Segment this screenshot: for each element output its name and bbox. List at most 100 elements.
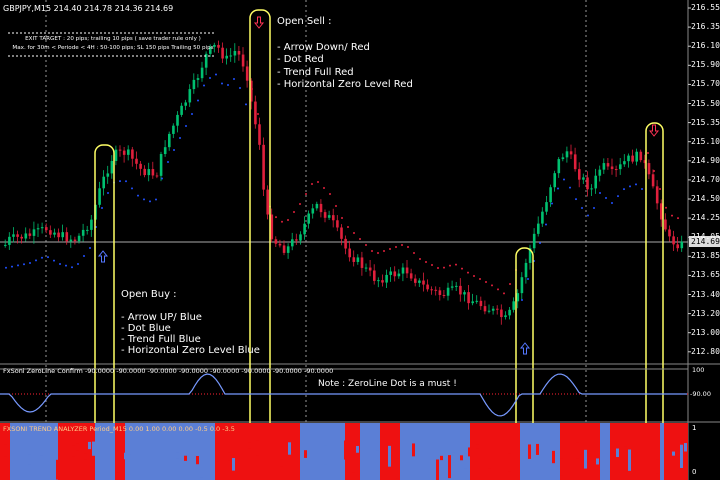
candle-body xyxy=(405,267,409,274)
dot-red xyxy=(491,284,493,287)
trend-bar xyxy=(596,458,599,465)
trend-values: -0.5 0.0 -3.5 xyxy=(195,425,235,433)
candle-body xyxy=(245,66,249,81)
candle-body xyxy=(487,310,491,312)
dot-blue xyxy=(179,137,181,139)
candle-body xyxy=(635,151,638,162)
dot-red xyxy=(659,188,661,190)
candle-body xyxy=(623,161,626,165)
dot-red xyxy=(479,278,481,280)
price-axis-label: 216.55 xyxy=(691,3,720,12)
trend-bar xyxy=(200,456,203,478)
candle-body xyxy=(12,234,15,237)
candle-body xyxy=(434,289,438,291)
dot-blue xyxy=(161,177,163,180)
price-axis[interactable]: 216.55 216.35 216.10 215.90 215.70 215.50 215.… xyxy=(691,0,720,364)
candle-body xyxy=(348,248,351,258)
candle-body xyxy=(344,238,347,249)
trend-bar xyxy=(528,444,531,459)
dot-red xyxy=(329,193,331,195)
open-buy-item: - Trend Full Blue xyxy=(121,334,201,345)
candle-body xyxy=(385,274,388,283)
candle-body xyxy=(397,273,401,277)
open-sell-item: - Arrow Down/ Red xyxy=(277,41,370,53)
candle-body xyxy=(65,232,69,242)
chart-header: GBPJPY,M15 214.40 214.78 214.36 214.69 xyxy=(3,4,173,13)
dot-red xyxy=(347,226,349,228)
dot-blue xyxy=(587,214,589,217)
candle-body xyxy=(655,186,659,204)
trend-bar xyxy=(436,459,439,480)
candle-body xyxy=(401,267,405,274)
price-axis-label: 213.65 xyxy=(691,270,720,280)
candle-body xyxy=(204,53,208,68)
trend-bar xyxy=(672,451,675,456)
candle-body xyxy=(430,289,433,291)
trend-bar xyxy=(72,445,75,457)
dot-red xyxy=(323,187,325,189)
trend-bar xyxy=(196,455,199,465)
candle-body xyxy=(360,257,364,268)
trend-bar xyxy=(684,443,687,452)
dot-blue xyxy=(5,266,7,269)
price-axis-label: 216.10 xyxy=(691,41,720,51)
trend-bar xyxy=(84,453,87,460)
trend-bar xyxy=(440,455,443,461)
trend-bar xyxy=(468,447,471,457)
price-axis-label: 214.25 xyxy=(691,213,720,223)
price-axis-label: 214.05 xyxy=(691,232,720,242)
dot-red xyxy=(461,267,463,270)
candle-body xyxy=(327,215,331,218)
candle-body xyxy=(393,271,397,277)
open-sell-item: - Horizontal Zero Level Red xyxy=(277,79,413,90)
dot-blue xyxy=(53,259,55,262)
current-price-tag xyxy=(689,236,720,247)
candle-body xyxy=(418,280,421,283)
trend-bar xyxy=(92,441,95,456)
open-buy-title: Open Buy : xyxy=(121,289,177,300)
dot-blue xyxy=(71,266,73,269)
dot-blue xyxy=(641,188,643,190)
candle-body xyxy=(377,280,380,282)
candle-body xyxy=(614,169,618,171)
down-arrow-icon xyxy=(648,124,660,137)
ohlc-values: 214.40 214.78 214.36 214.69 xyxy=(53,4,174,13)
candle-body xyxy=(159,154,163,176)
candle-body xyxy=(364,267,368,269)
dot-red xyxy=(425,261,427,263)
candle-body xyxy=(676,244,679,249)
dot-blue xyxy=(215,73,217,76)
dot-red xyxy=(251,88,253,90)
dot-blue xyxy=(209,77,211,79)
trend-bar xyxy=(288,442,291,455)
candle-body xyxy=(426,284,429,290)
dot-blue xyxy=(245,103,247,106)
open-buy-item: - Dot Blue xyxy=(121,323,171,334)
dot-blue xyxy=(557,187,559,190)
trend-bar xyxy=(464,453,467,469)
candle-body xyxy=(483,306,487,312)
trend-header: FXSONI TREND ANALYZER Period_M15 0.00 1.… xyxy=(3,425,235,433)
candle-body xyxy=(340,227,343,239)
dot-blue xyxy=(563,178,565,181)
candle-body xyxy=(49,230,52,235)
price-axis-label: 213.85 xyxy=(691,251,720,261)
candle-body xyxy=(381,280,384,283)
dot-blue xyxy=(41,256,43,259)
dot-red xyxy=(503,292,505,295)
candle-body xyxy=(291,239,294,247)
candle-body xyxy=(516,293,520,302)
zeroline-panel[interactable] xyxy=(0,368,688,417)
dot-blue xyxy=(83,255,85,257)
dot-red xyxy=(281,220,283,223)
candle-body xyxy=(582,177,585,180)
dot-red xyxy=(473,275,475,277)
trend-bar-red xyxy=(664,423,688,480)
candle-body xyxy=(147,169,151,176)
trend-analyzer-panel[interactable] xyxy=(0,423,688,480)
candle-body xyxy=(336,220,339,228)
candle-body xyxy=(479,300,483,307)
dot-blue xyxy=(539,242,541,244)
candle-body xyxy=(496,308,499,310)
